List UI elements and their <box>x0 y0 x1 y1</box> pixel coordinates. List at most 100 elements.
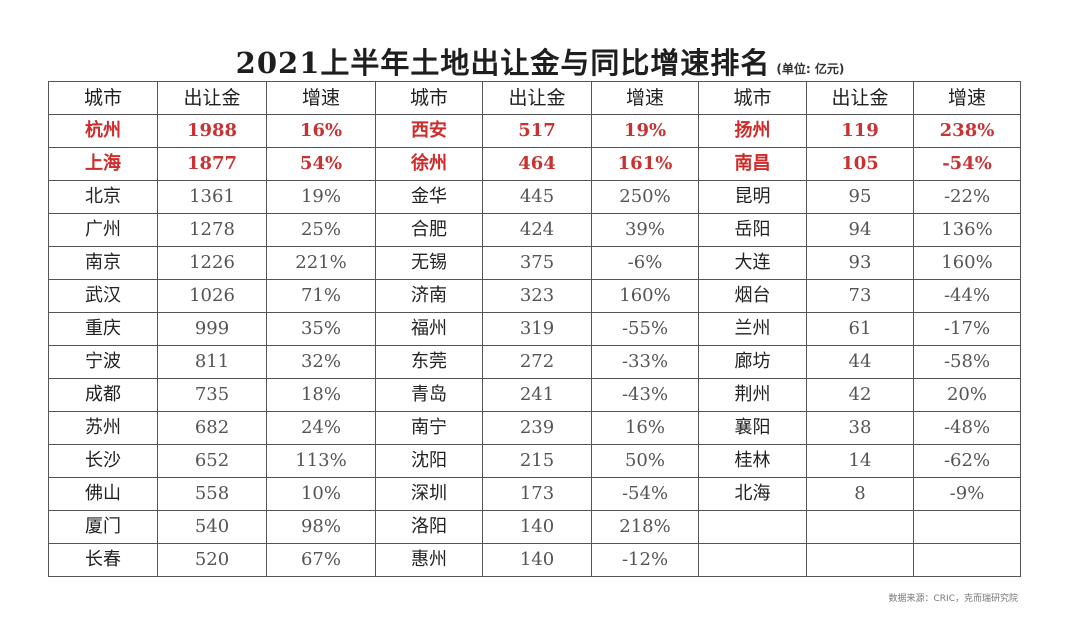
city-cell: 重庆 <box>48 312 158 346</box>
city-cell: 昆明 <box>698 180 807 214</box>
city-cell: 惠州 <box>375 543 483 577</box>
growth-cell: 19% <box>591 114 699 148</box>
city-cell: 北京 <box>48 180 158 214</box>
growth-cell: 250% <box>591 180 699 214</box>
city-cell: 烟台 <box>698 279 807 313</box>
city-cell: 杭州 <box>48 114 158 148</box>
amount-cell: 735 <box>157 378 267 412</box>
growth-cell: 10% <box>266 477 376 511</box>
growth-cell: 238% <box>913 114 1021 148</box>
table-row: 厦门 540 98% 洛阳 140 218% <box>48 510 1021 544</box>
growth-cell: 161% <box>591 147 699 181</box>
city-cell: 宁波 <box>48 345 158 379</box>
city-cell: 武汉 <box>48 279 158 313</box>
growth-cell: 20% <box>913 378 1021 412</box>
city-cell: 上海 <box>48 147 158 181</box>
growth-cell: -12% <box>591 543 699 577</box>
growth-cell: 18% <box>266 378 376 412</box>
city-cell: 荆州 <box>698 378 807 412</box>
amount-cell: 140 <box>482 543 592 577</box>
amount-cell: 94 <box>806 213 914 247</box>
city-cell: 济南 <box>375 279 483 313</box>
amount-cell: 38 <box>806 411 914 445</box>
city-cell: 南京 <box>48 246 158 280</box>
amount-cell: 105 <box>806 147 914 181</box>
growth-cell: -17% <box>913 312 1021 346</box>
growth-cell: 71% <box>266 279 376 313</box>
table-row: 武汉 1026 71% 济南 323 160% 烟台 73 -44% <box>48 279 1021 313</box>
growth-cell: 24% <box>266 411 376 445</box>
header-amount-1: 出让金 <box>157 81 267 115</box>
amount-cell: 14 <box>806 444 914 478</box>
city-cell: 岳阳 <box>698 213 807 247</box>
table-row: 广州 1278 25% 合肥 424 39% 岳阳 94 136% <box>48 213 1021 247</box>
growth-cell: -48% <box>913 411 1021 445</box>
growth-cell: -33% <box>591 345 699 379</box>
amount-cell: 319 <box>482 312 592 346</box>
city-cell: 青岛 <box>375 378 483 412</box>
growth-cell: 25% <box>266 213 376 247</box>
growth-cell: 54% <box>266 147 376 181</box>
table-row: 长春 520 67% 惠州 140 -12% <box>48 543 1021 577</box>
growth-cell: 218% <box>591 510 699 544</box>
table-row: 北京 1361 19% 金华 445 250% 昆明 95 -22% <box>48 180 1021 214</box>
growth-cell: 160% <box>591 279 699 313</box>
growth-cell: -58% <box>913 345 1021 379</box>
growth-cell: -54% <box>591 477 699 511</box>
growth-cell: -9% <box>913 477 1021 511</box>
growth-cell: -44% <box>913 279 1021 313</box>
table-row: 杭州 1988 16% 西安 517 19% 扬州 119 238% <box>48 114 1021 148</box>
city-cell: 长沙 <box>48 444 158 478</box>
city-cell: 金华 <box>375 180 483 214</box>
growth-cell: 67% <box>266 543 376 577</box>
amount-cell: 464 <box>482 147 592 181</box>
table-row: 上海 1877 54% 徐州 464 161% 南昌 105 -54% <box>48 147 1021 181</box>
header-amount-2: 出让金 <box>482 81 592 115</box>
city-cell: 成都 <box>48 378 158 412</box>
amount-cell: 445 <box>482 180 592 214</box>
growth-cell: 160% <box>913 246 1021 280</box>
amount-cell: 272 <box>482 345 592 379</box>
header-amount-3: 出让金 <box>806 81 914 115</box>
growth-cell: -6% <box>591 246 699 280</box>
amount-cell: 44 <box>806 345 914 379</box>
amount-cell: 42 <box>806 378 914 412</box>
growth-cell: -43% <box>591 378 699 412</box>
amount-cell: 215 <box>482 444 592 478</box>
city-cell: 东莞 <box>375 345 483 379</box>
amount-cell: 61 <box>806 312 914 346</box>
city-cell: 兰州 <box>698 312 807 346</box>
table-row: 长沙 652 113% 沈阳 215 50% 桂林 14 -62% <box>48 444 1021 478</box>
growth-cell: 19% <box>266 180 376 214</box>
growth-cell: -22% <box>913 180 1021 214</box>
growth-cell: 16% <box>266 114 376 148</box>
amount-cell: 811 <box>157 345 267 379</box>
unit-note: (单位: 亿元) <box>776 62 845 76</box>
empty-cell <box>698 543 807 577</box>
growth-cell: -62% <box>913 444 1021 478</box>
city-cell: 无锡 <box>375 246 483 280</box>
amount-cell: 239 <box>482 411 592 445</box>
table-row: 佛山 558 10% 深圳 173 -54% 北海 8 -9% <box>48 477 1021 511</box>
amount-cell: 520 <box>157 543 267 577</box>
city-cell: 沈阳 <box>375 444 483 478</box>
empty-cell <box>913 510 1021 544</box>
growth-cell: 221% <box>266 246 376 280</box>
city-cell: 佛山 <box>48 477 158 511</box>
growth-cell: 35% <box>266 312 376 346</box>
empty-cell <box>913 543 1021 577</box>
city-cell: 合肥 <box>375 213 483 247</box>
amount-cell: 375 <box>482 246 592 280</box>
empty-cell <box>806 510 914 544</box>
amount-cell: 73 <box>806 279 914 313</box>
amount-cell: 95 <box>806 180 914 214</box>
amount-cell: 119 <box>806 114 914 148</box>
growth-cell: 113% <box>266 444 376 478</box>
city-cell: 徐州 <box>375 147 483 181</box>
header-growth-2: 增速 <box>591 81 699 115</box>
header-city-2: 城市 <box>375 81 483 115</box>
amount-cell: 1877 <box>157 147 267 181</box>
amount-cell: 241 <box>482 378 592 412</box>
table-header-row: 城市 出让金 增速 城市 出让金 增速 城市 出让金 增速 <box>48 81 1021 115</box>
ranking-table: 城市 出让金 增速 城市 出让金 增速 城市 出让金 增速 杭州 1988 16% 西安 517 19% 扬州… <box>48 81 1021 577</box>
